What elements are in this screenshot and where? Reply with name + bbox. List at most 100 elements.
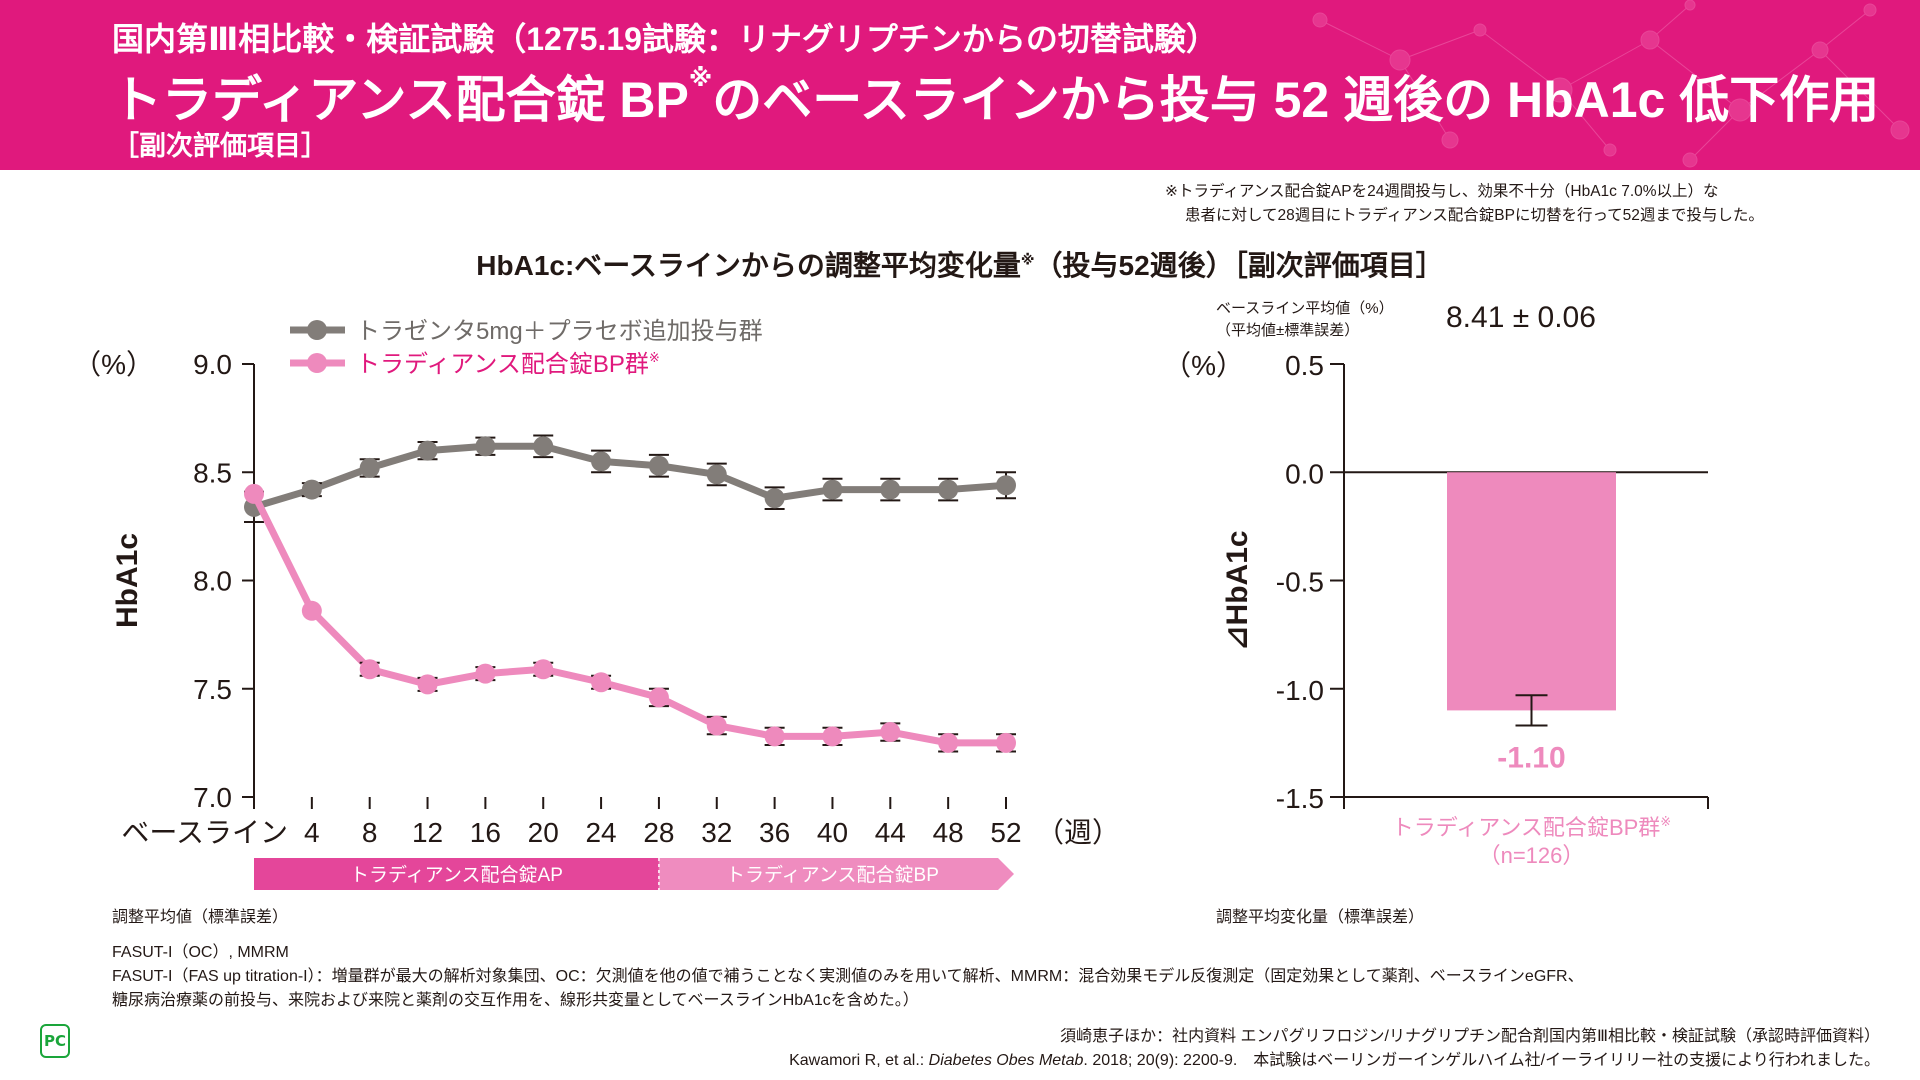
x-tick-label: 4	[304, 817, 320, 848]
phase-band-bp	[658, 858, 1014, 890]
data-point	[475, 436, 496, 457]
data-point	[359, 457, 380, 478]
y-tick-label: 9.0	[193, 349, 232, 380]
bar-category-mark: ※	[1660, 814, 1671, 829]
page-title: トラディアンス配合錠 BP※のベースラインから投与 52 週後の HbA1c 低…	[112, 60, 1879, 132]
footnote-line-3: 糖尿病治療薬の前投与、来院および来院と薬剤の交互作用を、線形共変量としてベースラ…	[112, 992, 919, 1009]
y-tick-label: 7.0	[193, 782, 232, 813]
data-point	[475, 663, 496, 684]
y-axis-title: HbA1c	[111, 533, 144, 628]
reference-rest: . 2018; 20(9): 2200-9. 本試験はベーリンガーインゲルハイム…	[1083, 1052, 1880, 1069]
data-point	[591, 451, 612, 472]
header-subtitle: 国内第Ⅲ相比較・検証試験（1275.19試験：リナグリプチンからの切替試験）	[112, 21, 1218, 57]
footnote-switch-note: ※トラディアンス配合錠APを24週間投与し、効果不十分（HbA1c 7.0%以上…	[1165, 180, 1764, 228]
header-tag: ［副次評価項目］	[112, 131, 328, 161]
bar-y-tick-label: -1.5	[1276, 783, 1324, 814]
data-point	[533, 659, 554, 680]
chart-heading-post: （投与52週後）［副次評価項目］	[1034, 250, 1444, 281]
bar-y-tick-label: 0.0	[1285, 458, 1324, 489]
reference-journal: Diabetes Obes Metab	[928, 1052, 1084, 1069]
data-point	[880, 479, 901, 500]
data-point	[996, 475, 1016, 496]
footnote-line-2: FASUT-I（FAS up titration-I）：増量群が最大の解析対象集…	[112, 968, 1584, 985]
data-point	[533, 436, 554, 457]
x-tick-label: ベースライン	[121, 817, 288, 848]
x-axis-unit: （週）	[1036, 817, 1120, 848]
x-tick-label: 52	[990, 817, 1021, 848]
legend-label-0: トラゼンタ5mg＋プラセボ追加投与群	[356, 318, 763, 345]
chart-heading: HbA1c:ベースラインからの調整平均変化量※（投与52週後）［副次評価項目］	[0, 244, 1920, 284]
data-point	[648, 455, 669, 476]
x-tick-label: 32	[701, 817, 732, 848]
footnote-line-1: FASUT-I（OC）, MMRM	[112, 944, 289, 961]
bar-chart-caption: 調整平均変化量（標準誤差）	[1216, 909, 1425, 926]
line-chart-caption: 調整平均値（標準誤差）	[112, 909, 289, 926]
x-tick-label: 44	[875, 817, 906, 848]
bar-category-n: （n=126）	[1479, 843, 1585, 868]
baseline-label-2: （平均値±標準誤差）	[1216, 322, 1359, 339]
x-tick-label: 36	[759, 817, 790, 848]
bar-bp-group	[1447, 472, 1616, 711]
reference-line-1: 須崎恵子ほか：社内資料 エンパグリフロジン/リナグリプチン配合剤国内第Ⅲ相比較・…	[1060, 1028, 1880, 1045]
data-point	[301, 479, 322, 500]
y-tick-label: 8.0	[193, 566, 232, 597]
data-point	[996, 732, 1016, 753]
chart-heading-mark: ※	[1020, 251, 1035, 268]
data-point	[417, 674, 438, 695]
reference-authors: Kawamori R, et al.:	[789, 1052, 929, 1069]
x-tick-label: 28	[643, 817, 674, 848]
x-tick-label: 12	[412, 817, 443, 848]
data-point	[301, 600, 322, 621]
series-line-1	[250, 492, 1006, 747]
phase-label-0: トラディアンス配合錠AP	[350, 864, 563, 886]
header-banner: 国内第Ⅲ相比較・検証試験（1275.19試験：リナグリプチンからの切替試験） ト…	[0, 0, 1920, 170]
x-tick-label: 8	[362, 817, 378, 848]
legend-marker-1	[307, 353, 327, 373]
note-line-2: 患者に対して28週目にトラディアンス配合錠BPに切替を行って52週まで投与した。	[1185, 207, 1764, 224]
bar-y-tick-label: -1.0	[1276, 675, 1324, 706]
bar-data-label: -1.10	[1497, 742, 1565, 775]
legend-label-1: トラディアンス配合錠BP群※	[356, 350, 660, 378]
chart-heading-pre: HbA1c:ベースラインからの調整平均変化量	[476, 250, 1021, 281]
x-tick-label: 20	[528, 817, 559, 848]
data-point	[706, 464, 727, 485]
data-point	[417, 440, 438, 461]
y-tick-label: 7.5	[193, 674, 232, 705]
title-pre: トラディアンス配合錠 BP	[112, 72, 689, 128]
data-point	[706, 715, 727, 736]
y-unit-label: （%）	[73, 349, 154, 380]
data-point	[880, 722, 901, 743]
y-tick-label: 8.5	[193, 457, 232, 488]
x-tick-label: 16	[470, 817, 501, 848]
bar-category-label: トラディアンス配合錠BP群※	[1392, 814, 1671, 840]
data-point	[648, 687, 669, 708]
baseline-label-1: ベースライン平均値（%）	[1216, 300, 1394, 317]
bar-y-unit-label: （%）	[1163, 350, 1244, 381]
legend-marker-0	[307, 320, 327, 340]
reference-line-2: Kawamori R, et al.: Diabetes Obes Metab.…	[789, 1046, 1880, 1070]
data-point	[244, 483, 264, 504]
note-line-1: ※トラディアンス配合錠APを24週間投与し、効果不十分（HbA1c 7.0%以上…	[1165, 183, 1719, 200]
molecule-decoration-icon	[1312, 0, 1910, 168]
data-point	[822, 479, 843, 500]
legend-mark: ※	[649, 350, 660, 365]
data-point	[591, 672, 612, 693]
bar-y-tick-label: -0.5	[1276, 567, 1324, 598]
data-point	[822, 726, 843, 747]
phase-band-ap	[254, 858, 659, 890]
title-mark: ※	[688, 65, 713, 92]
bar-y-axis-title: ⊿HbA1c	[1221, 530, 1254, 650]
data-point	[764, 488, 785, 509]
x-tick-label: 40	[817, 817, 848, 848]
data-point	[938, 732, 959, 753]
title-post: のベースラインから投与 52 週後の HbA1c 低下作用	[712, 72, 1880, 128]
data-point	[938, 479, 959, 500]
data-point	[764, 726, 785, 747]
data-point	[359, 659, 380, 680]
x-tick-label: 48	[933, 817, 964, 848]
x-tick-label: 24	[585, 817, 616, 848]
pc-logo-icon: PC	[40, 1024, 70, 1058]
bar-y-tick-label: 0.5	[1285, 350, 1324, 381]
baseline-value: 8.41 ± 0.06	[1446, 301, 1596, 334]
